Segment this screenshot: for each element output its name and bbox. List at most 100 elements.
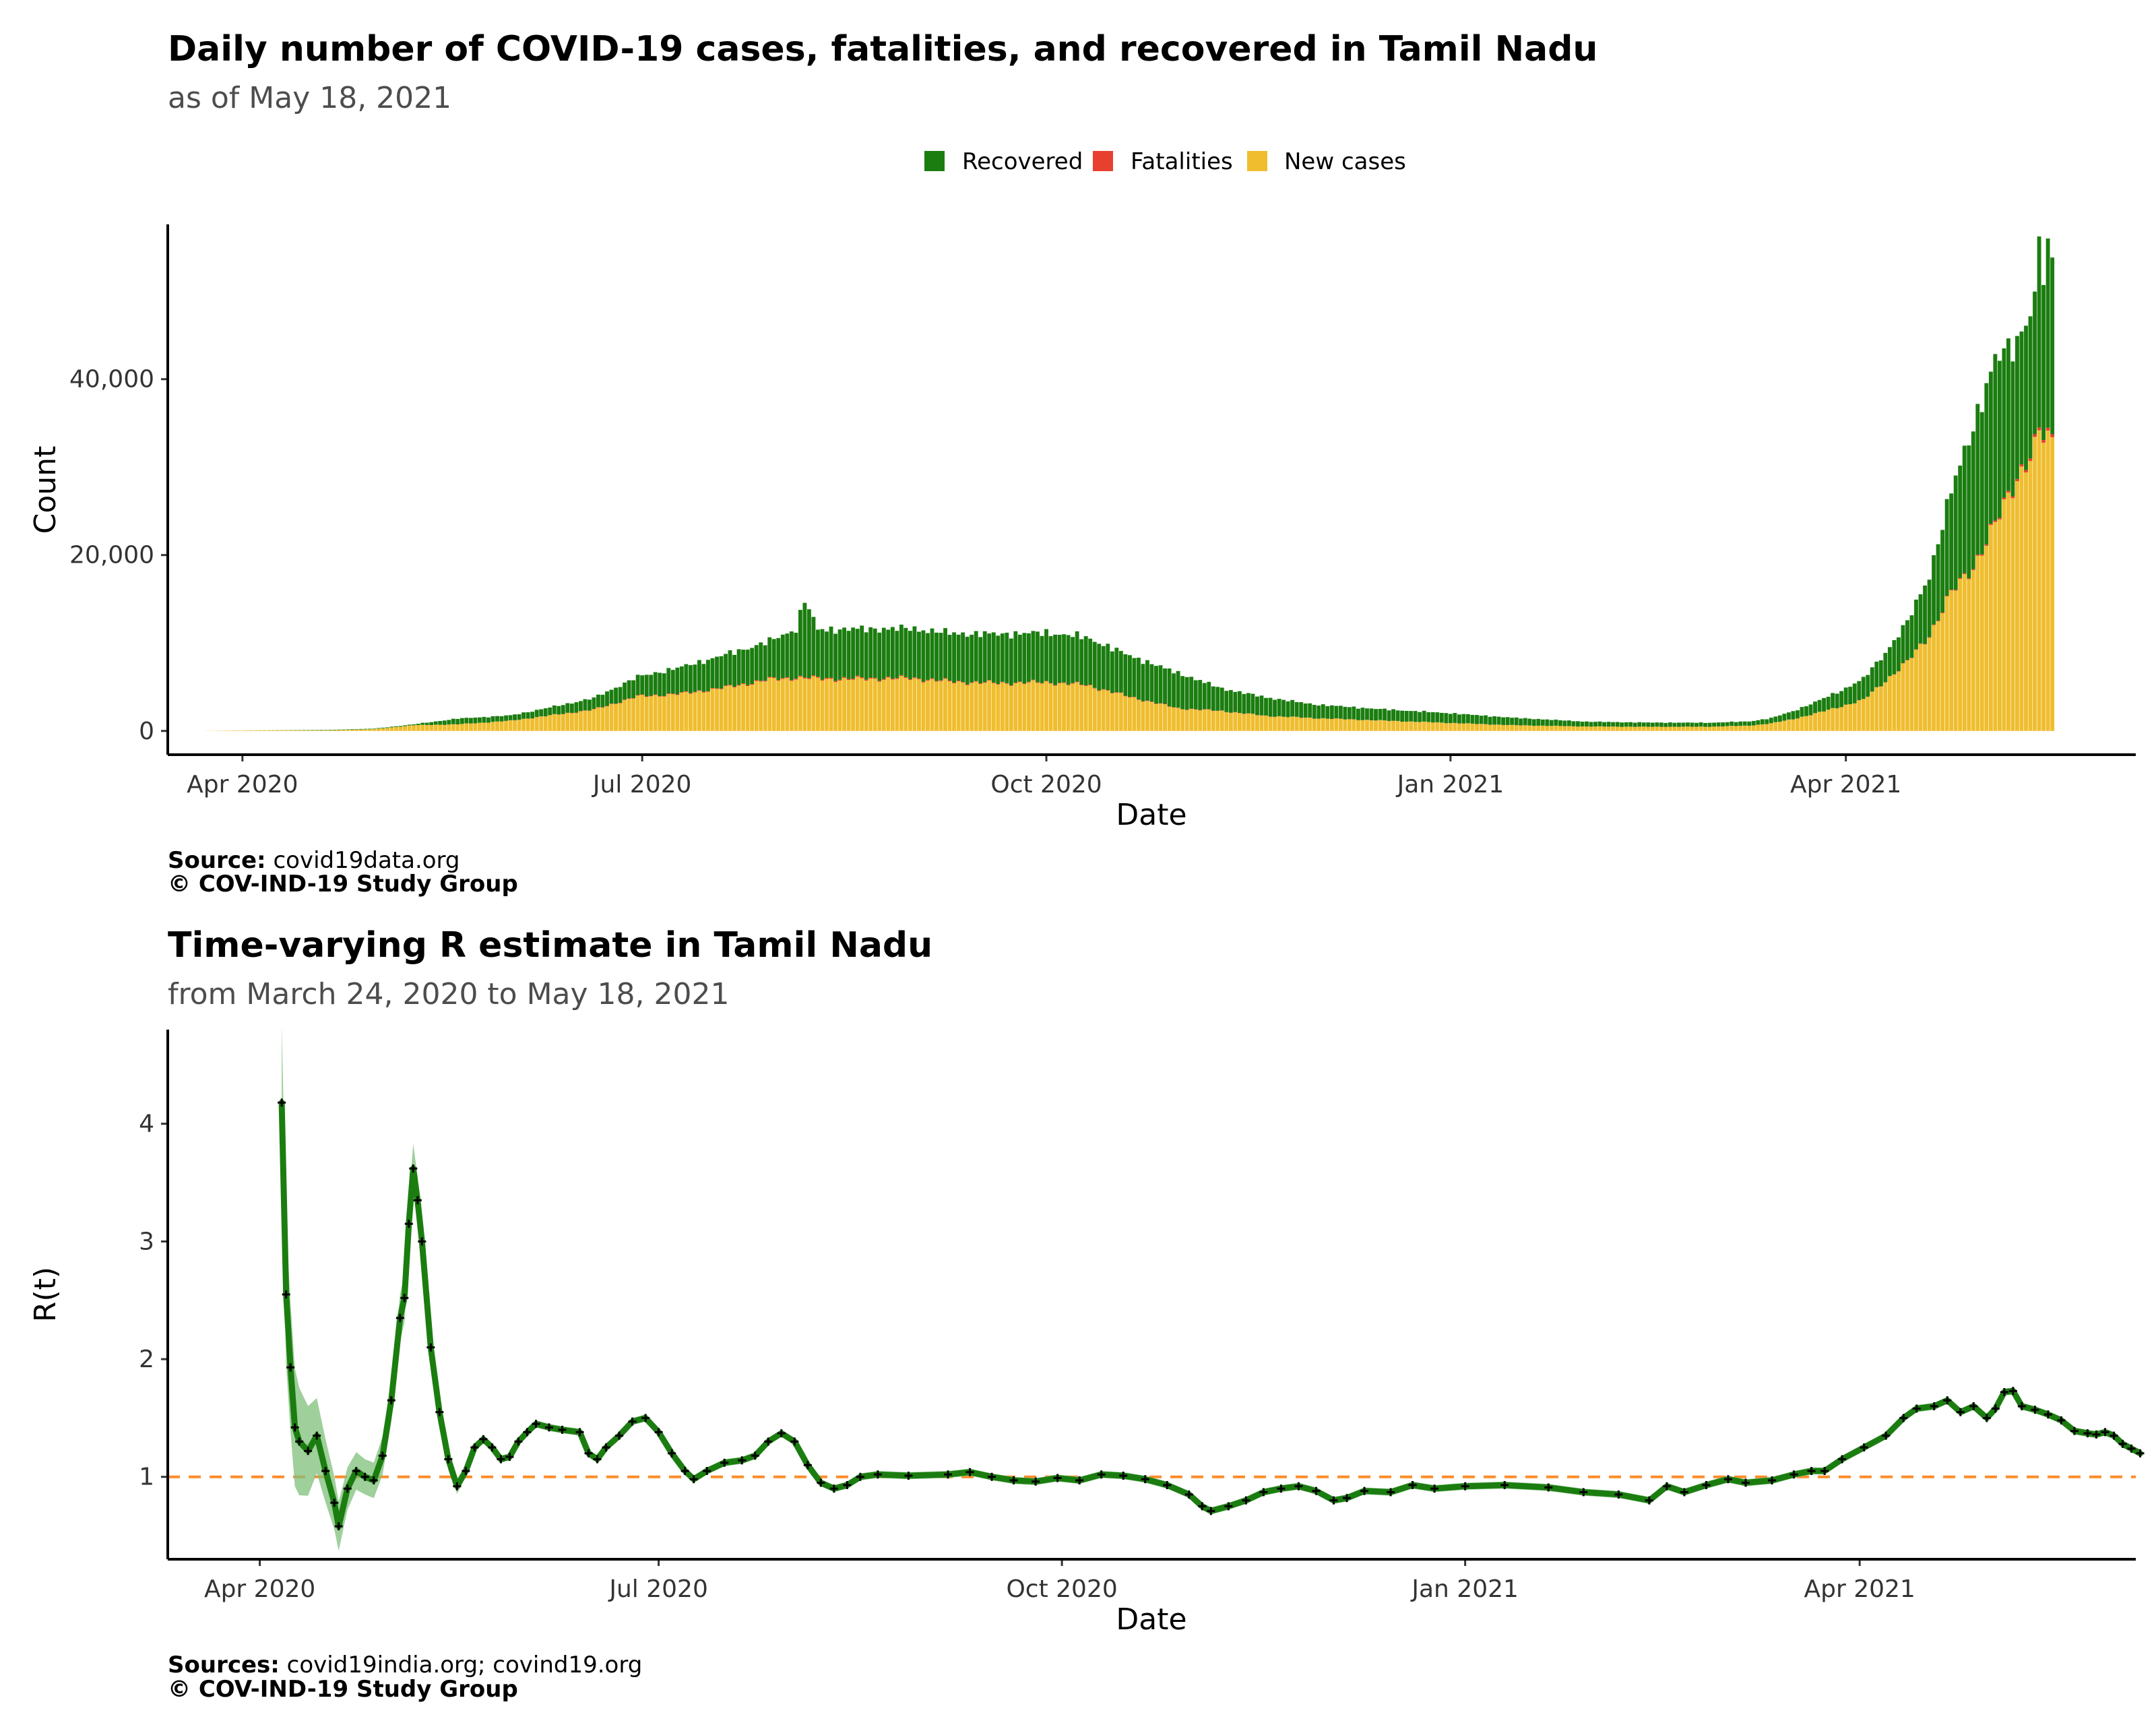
bar-segment-recovered — [1369, 708, 1374, 720]
bar-segment-new-cases — [389, 727, 394, 731]
bar-segment-fatalities — [1031, 679, 1036, 681]
rt-point — [295, 1437, 304, 1446]
bar-segment-fatalities — [1141, 701, 1145, 702]
rt-y-tick-label: 2 — [139, 1346, 154, 1373]
rt-point — [1742, 1478, 1750, 1487]
daily-bar — [710, 658, 715, 731]
bar-segment-fatalities — [873, 677, 877, 679]
bar-segment-new-cases — [1782, 720, 1787, 731]
bar-segment-new-cases — [1418, 722, 1422, 731]
daily-bar — [1870, 667, 1874, 731]
bar-segment-new-cases — [1242, 714, 1246, 731]
daily-bar — [1193, 680, 1198, 731]
bar-segment-fatalities — [1040, 683, 1044, 684]
daily-bar — [1672, 722, 1677, 731]
rt-point — [418, 1237, 426, 1246]
bar-segment-recovered — [1721, 722, 1725, 727]
bar-segment-recovered — [1475, 715, 1479, 724]
rt-point — [641, 1414, 650, 1422]
bar-segment-recovered — [631, 680, 636, 699]
bar-segment-recovered — [1426, 712, 1431, 722]
bar-segment-recovered — [939, 633, 943, 681]
bar-segment-new-cases — [903, 678, 908, 731]
bar-segment-new-cases — [240, 730, 245, 731]
legend-swatch-new-cases — [1247, 151, 1267, 171]
rt-point — [395, 1313, 404, 1322]
bar-segment-new-cases — [1602, 726, 1607, 731]
bar-segment-new-cases — [1562, 726, 1567, 731]
daily-bar — [1650, 722, 1655, 731]
bar-segment-new-cases — [1118, 693, 1123, 731]
bar-segment-new-cases — [429, 725, 434, 731]
bar-segment-recovered — [1839, 691, 1844, 708]
bar-segment-recovered — [1637, 722, 1642, 727]
daily-bar — [1676, 722, 1681, 731]
bar-segment-new-cases — [2006, 492, 2010, 731]
daily-bar — [1387, 710, 1391, 731]
bar-segment-new-cases — [701, 692, 706, 731]
bar-segment-new-cases — [1286, 717, 1290, 731]
daily-bar — [811, 617, 816, 731]
bar-segment-new-cases — [1923, 644, 1927, 731]
bar-segment-new-cases — [253, 730, 258, 731]
bar-segment-recovered — [1356, 708, 1360, 720]
bar-segment-new-cases — [684, 691, 689, 731]
bar-segment-recovered — [635, 675, 640, 695]
daily-bar — [1176, 670, 1180, 731]
daily-bar — [1118, 651, 1123, 731]
bar-segment-recovered — [1975, 404, 1980, 555]
bar-segment-new-cases — [1395, 721, 1400, 731]
bar-segment-fatalities — [860, 677, 864, 679]
bar-segment-new-cases — [763, 681, 767, 731]
rt-point — [689, 1475, 698, 1484]
daily-bar — [873, 628, 877, 731]
rt-point — [575, 1428, 584, 1437]
daily-bar — [1769, 718, 1773, 731]
daily-bar — [1439, 712, 1444, 731]
bar-segment-new-cases — [302, 730, 307, 731]
bar-segment-fatalities — [741, 683, 746, 684]
daily-bar — [1154, 666, 1158, 731]
daily-bar — [688, 665, 693, 731]
bar-segment-recovered — [1444, 713, 1449, 724]
bar-segment-recovered — [1246, 693, 1250, 714]
daily-bar — [288, 730, 293, 731]
rt-chart-subtitle: from March 24, 2020 to May 18, 2021 — [168, 977, 729, 1011]
daily-bar — [2015, 336, 2019, 731]
bar-segment-new-cases — [1536, 726, 1541, 731]
bar-segment-new-cases — [1137, 699, 1141, 731]
daily-bar — [1329, 705, 1334, 731]
bar-segment-recovered — [1435, 712, 1440, 722]
bar-segment-new-cases — [1158, 703, 1163, 731]
bar-segment-recovered — [780, 634, 785, 679]
bar-segment-recovered — [1413, 711, 1418, 722]
bar-segment-recovered — [600, 695, 605, 708]
bar-segment-fatalities — [1927, 637, 1932, 638]
bar-segment-fatalities — [745, 685, 750, 686]
daily-bar — [860, 625, 864, 731]
bar-segment-new-cases — [530, 718, 535, 731]
bar-segment-new-cases — [354, 729, 359, 731]
bar-segment-recovered — [1694, 722, 1699, 727]
daily-bar — [1492, 716, 1497, 731]
bar-segment-new-cases — [614, 703, 618, 731]
bar-segment-fatalities — [627, 698, 631, 699]
bar-segment-recovered — [1703, 722, 1707, 727]
bar-segment-new-cases — [249, 730, 253, 731]
bar-segment-new-cases — [1558, 726, 1562, 731]
rt-x-tick-label: Jan 2021 — [1410, 1575, 1519, 1603]
bar-segment-recovered — [1589, 722, 1593, 727]
bar-segment-recovered — [1971, 431, 1975, 569]
bar-segment-recovered — [970, 634, 974, 683]
bar-segment-new-cases — [447, 724, 451, 731]
bar-segment-recovered — [1927, 579, 1932, 637]
bar-segment-fatalities — [697, 690, 701, 691]
bar-segment-recovered — [504, 715, 508, 721]
bar-segment-recovered — [785, 633, 790, 677]
daily-bar — [1409, 711, 1414, 731]
bar-segment-new-cases — [961, 682, 965, 731]
bar-segment-new-cases — [1932, 625, 1936, 731]
bar-segment-recovered — [965, 636, 970, 685]
bar-segment-new-cases — [653, 695, 658, 731]
bar-segment-new-cases — [1475, 724, 1479, 731]
